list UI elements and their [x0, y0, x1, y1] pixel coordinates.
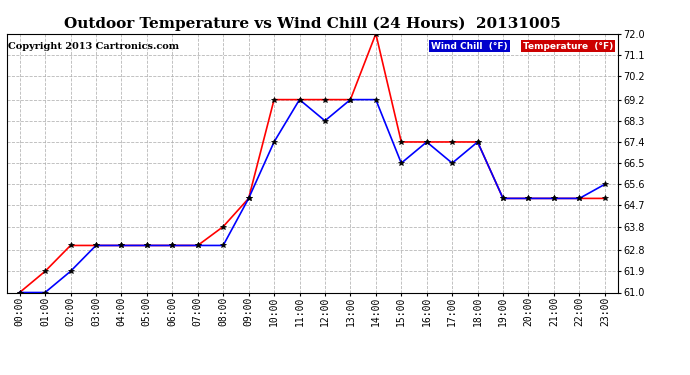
Text: Wind Chill  (°F): Wind Chill (°F)	[431, 42, 508, 51]
Text: Copyright 2013 Cartronics.com: Copyright 2013 Cartronics.com	[8, 42, 179, 51]
Title: Outdoor Temperature vs Wind Chill (24 Hours)  20131005: Outdoor Temperature vs Wind Chill (24 Ho…	[64, 17, 560, 31]
Text: Temperature  (°F): Temperature (°F)	[523, 42, 613, 51]
